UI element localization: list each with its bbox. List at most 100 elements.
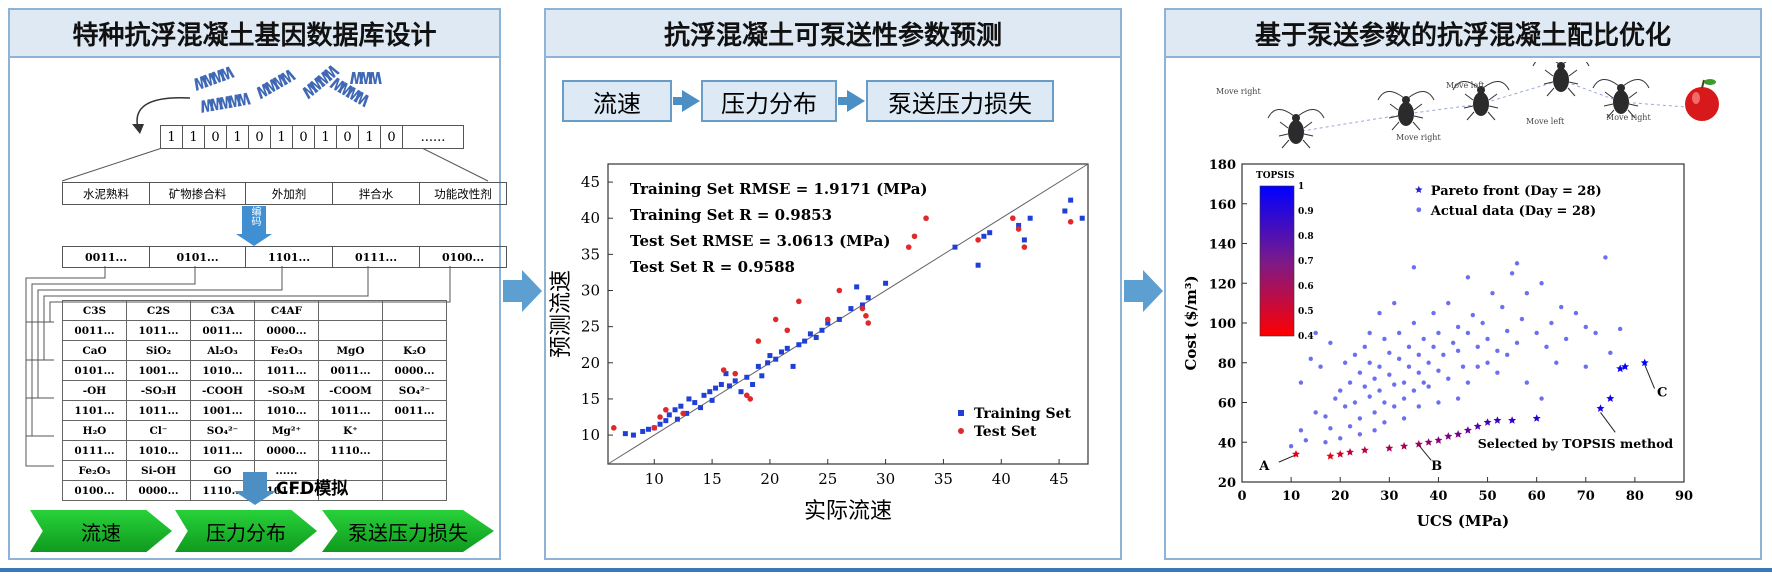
bit-cell: 0 — [337, 126, 359, 148]
test-point — [663, 406, 669, 413]
x-tick-label: 40 — [992, 470, 1011, 488]
actual-data-point — [1411, 320, 1417, 326]
legend-label: Actual data (Day = 28) — [1430, 204, 1596, 219]
legend-label: Pareto front (Day = 28) — [1431, 184, 1602, 199]
gene-table-cell: H₂O — [62, 420, 127, 441]
category-header-row: 水泥熟料 矿物掺合料 外加剂 拌合水 功能改性剂 — [62, 182, 507, 205]
encode-arrow: 编码 — [242, 206, 266, 236]
test-point — [657, 414, 663, 420]
x-tick-label: 35 — [934, 470, 953, 488]
actual-data-point — [1377, 310, 1382, 316]
beetle-legs — [1603, 91, 1639, 119]
gene-table-cell: 1011... — [318, 400, 383, 421]
training-point — [790, 363, 796, 369]
actual-data-point — [1470, 312, 1476, 318]
legend-marker — [958, 410, 964, 416]
category-water: 拌合水 — [333, 183, 420, 204]
actual-data-point — [1298, 380, 1304, 385]
actual-data-point — [1342, 360, 1348, 365]
beetle-legs — [1388, 103, 1424, 131]
y-tick-label: 160 — [1209, 198, 1236, 213]
training-point — [813, 334, 819, 340]
training-point — [674, 416, 680, 422]
gene-table-cell: C3A — [190, 300, 255, 321]
pareto-point — [1360, 446, 1369, 454]
actual-data-point — [1372, 376, 1377, 381]
gene-table-cell: 1011... — [126, 400, 191, 421]
y-tick-label: 120 — [1209, 277, 1236, 292]
training-point — [723, 371, 729, 377]
actual-data-point — [1288, 444, 1294, 449]
y-tick-label: 45 — [581, 173, 600, 191]
actual-data-point — [1313, 330, 1318, 336]
category-code: 1101... — [246, 247, 333, 267]
actual-data-point — [1475, 364, 1480, 369]
gene-table-cell: 0000... — [254, 320, 319, 341]
gene-table-cell: -COOH — [190, 380, 255, 401]
category-modifier: 功能改性剂 — [434, 186, 492, 201]
test-point — [1010, 215, 1016, 222]
x-tick-label: 90 — [1675, 489, 1693, 504]
training-point — [698, 405, 704, 411]
y-tick-label: 30 — [581, 282, 600, 300]
gene-table-cell: 0011... — [62, 320, 127, 341]
gene-table-cell: 1010... — [126, 440, 191, 461]
actual-data-point — [1603, 255, 1608, 260]
training-point — [765, 360, 771, 366]
actual-data-point — [1421, 380, 1426, 385]
beetle-body — [1553, 68, 1569, 92]
colorbar-tick: 0.9 — [1298, 207, 1314, 217]
actual-data-point — [1406, 344, 1412, 350]
x-axis-label: 实际流速 — [804, 499, 892, 524]
beetle-legs — [1278, 121, 1314, 149]
gene-table-cell: SO₄²⁻ — [382, 380, 447, 401]
test-point — [651, 425, 658, 431]
training-point — [807, 331, 813, 337]
gene-table-cell: MgO — [318, 340, 383, 361]
colorbar — [1259, 185, 1295, 337]
actual-data-point — [1559, 304, 1564, 310]
actual-data-point — [1357, 370, 1363, 375]
actual-data-point — [1465, 275, 1471, 280]
legend-marker — [1415, 185, 1423, 193]
test-point — [680, 410, 686, 417]
actual-data-point — [1382, 420, 1387, 425]
flow-box-pressure-loss: 泵送压力损失 — [866, 80, 1054, 122]
gene-table-row: 0101... 1001... 1010... 1011... 0011... 0000.… — [62, 360, 447, 381]
gene-table-cell: Mg²⁺ — [254, 420, 319, 441]
gene-table-cell: 1011... — [190, 440, 255, 461]
pareto-point — [1414, 440, 1423, 448]
encode-label: 编码 — [249, 206, 260, 226]
actual-data-point — [1465, 380, 1471, 385]
actual-data-point — [1617, 326, 1623, 332]
gene-table-cell: 1010... — [190, 360, 255, 381]
pareto-point — [1483, 418, 1492, 426]
pareto-point — [1606, 394, 1615, 402]
gene-database-panel: 特种抗浮混凝土基因数据库设计 ʍʍʍʍ ʍʍʍʍ ʍʍʍʍʍ ʍʍʍʍ ʍʍʍʍ… — [8, 8, 507, 560]
pareto-point — [1508, 416, 1517, 424]
actual-data-point — [1406, 364, 1412, 369]
y-tick-label: 15 — [581, 390, 600, 408]
actual-data-point — [1544, 344, 1549, 350]
test-point — [863, 313, 869, 319]
x-tick-label: 25 — [818, 470, 837, 488]
actual-data-point — [1539, 396, 1544, 401]
actual-data-point — [1367, 330, 1372, 336]
actual-data-point — [1357, 432, 1363, 437]
training-point — [865, 295, 871, 301]
pareto-point — [1640, 358, 1649, 367]
training-point — [630, 432, 636, 438]
panel-title: 抗浮混凝土可泵送性参数预测 — [546, 10, 1120, 58]
gene-table-cell — [318, 320, 383, 341]
test-point — [836, 287, 843, 294]
actual-data-point — [1362, 344, 1367, 350]
actual-data-point — [1401, 380, 1407, 385]
pareto-point — [1434, 436, 1443, 444]
y-tick-label: 25 — [581, 318, 600, 336]
bit-cell: 1 — [183, 126, 205, 148]
training-point — [709, 397, 715, 403]
beetle-body — [1288, 120, 1304, 144]
actual-data-point — [1583, 364, 1588, 369]
category-code-row: 0011... 0101... 1101... 0111... 0100... — [62, 246, 507, 268]
y-tick-label: 20 — [1218, 476, 1236, 491]
